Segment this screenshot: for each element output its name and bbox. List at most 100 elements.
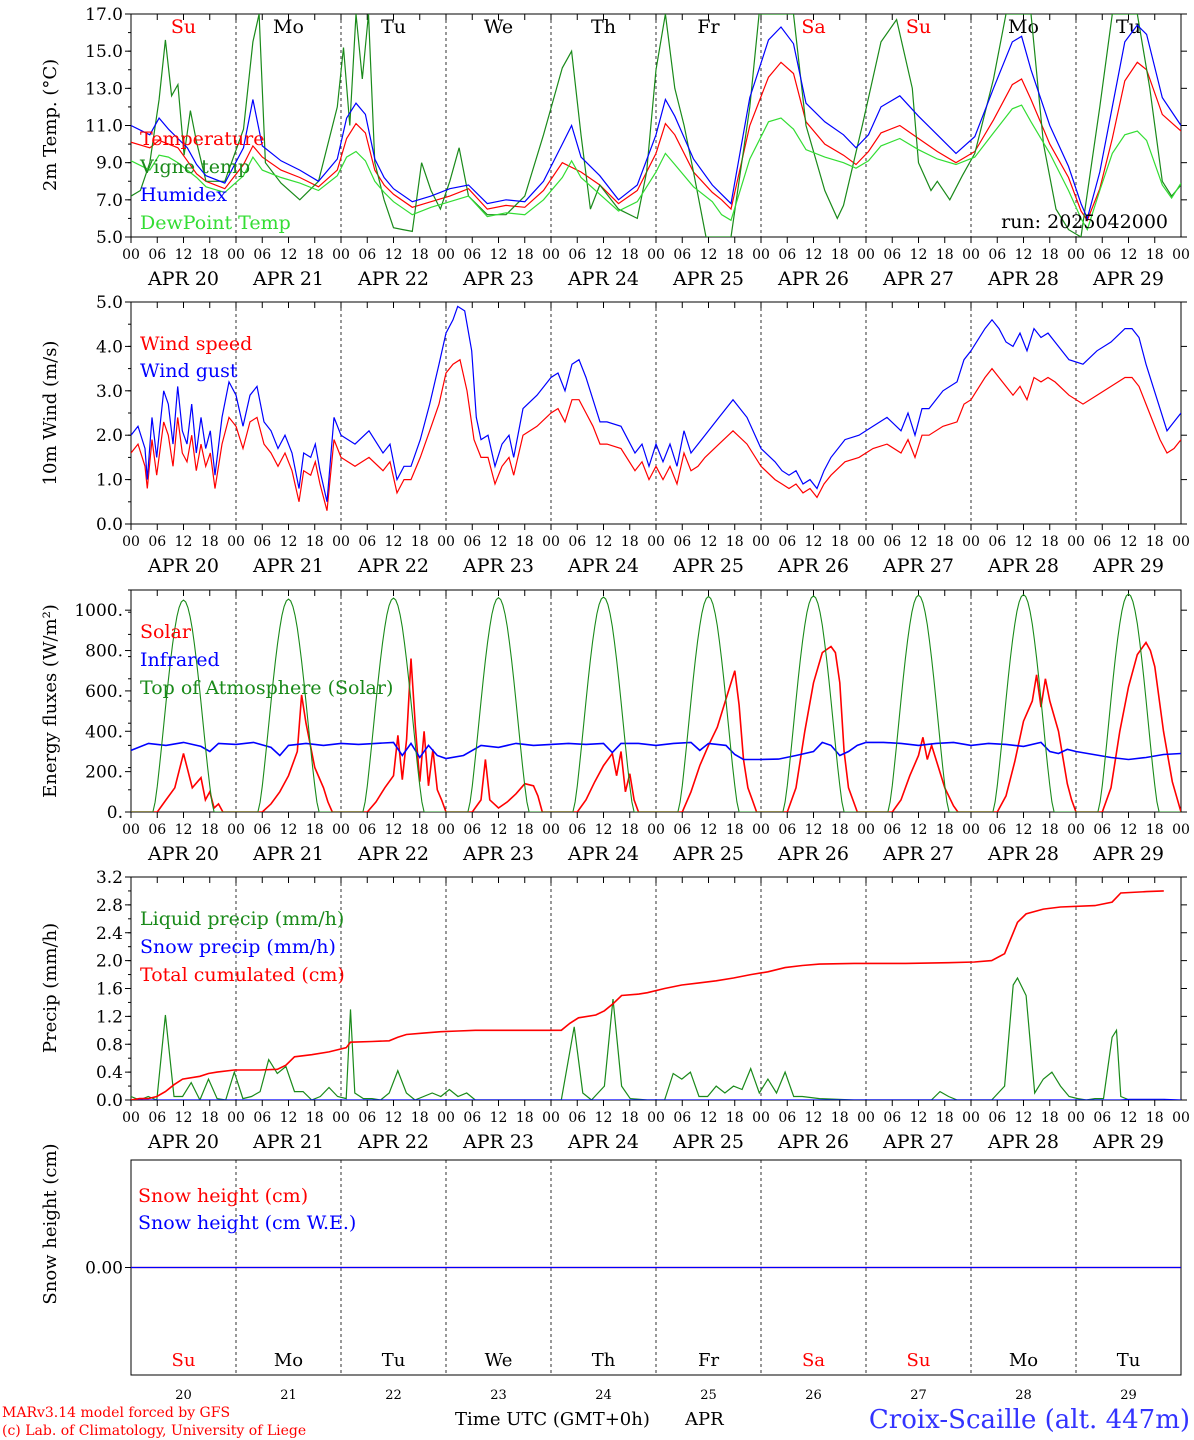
panel-precip: Precip (mm/h) 0.0 0.4 0.8 1.2 1.6 2.0 2.4 2.8 3.2… bbox=[40, 868, 1190, 1153]
x-hour-label: 18 bbox=[1041, 822, 1059, 838]
series-line-dewpoint-temp bbox=[131, 104, 1181, 232]
x-hour-label: 12 bbox=[490, 534, 508, 550]
x-hour-label: 00 bbox=[647, 822, 665, 838]
x-hour-label: 18 bbox=[726, 534, 744, 550]
series-line-infrared bbox=[131, 741, 1181, 761]
x-hour-label: 00 bbox=[752, 247, 770, 263]
x-hour-label: 12 bbox=[1015, 247, 1033, 263]
weekday-label: Tu bbox=[382, 1350, 406, 1371]
x-hour-label: 18 bbox=[201, 822, 219, 838]
y-tick-label: 2.4 bbox=[96, 924, 123, 944]
x-hour-label: 06 bbox=[358, 822, 376, 838]
x-hour-label: 18 bbox=[831, 1110, 849, 1126]
x-hour-label: 00 bbox=[437, 247, 455, 263]
x-hour-label: 00 bbox=[122, 247, 140, 263]
day-number-label: 24 bbox=[595, 1388, 612, 1403]
x-date-label: APR 22 bbox=[357, 268, 429, 290]
x-hour-label: 12 bbox=[595, 822, 613, 838]
x-date-label: APR 27 bbox=[882, 1131, 954, 1153]
x-hour-label: 06 bbox=[988, 247, 1006, 263]
x-hour-label: 18 bbox=[306, 822, 324, 838]
x-hour-label: 00 bbox=[962, 247, 980, 263]
x-hour-label: 12 bbox=[385, 247, 403, 263]
x-hour-label: 18 bbox=[1041, 1110, 1059, 1126]
x-hour-label: 06 bbox=[673, 247, 691, 263]
x-date-label: APR 27 bbox=[882, 843, 954, 865]
x-hour-label: 12 bbox=[280, 822, 298, 838]
day-number-label: 20 bbox=[175, 1388, 192, 1403]
x-hour-label: 00 bbox=[437, 534, 455, 550]
y-tick-label: 11.0 bbox=[85, 117, 123, 137]
weekday-label: Su bbox=[907, 1350, 931, 1371]
x-hour-label: 12 bbox=[595, 1110, 613, 1126]
x-hour-label: 18 bbox=[621, 534, 639, 550]
x-hour-label: 00 bbox=[962, 822, 980, 838]
x-date-label: APR 23 bbox=[462, 555, 534, 577]
weekday-label: Su bbox=[906, 16, 931, 38]
x-date-label: APR 20 bbox=[147, 1131, 219, 1153]
y-tick-label: 800. bbox=[85, 642, 123, 662]
x-axis-month: APR bbox=[684, 1409, 724, 1430]
series-line-liquid-precip-mm-h- bbox=[131, 976, 1164, 1100]
x-hour-label: 12 bbox=[175, 534, 193, 550]
y-tick-label: 200. bbox=[85, 763, 123, 783]
x-hour-label: 18 bbox=[831, 534, 849, 550]
x-hour-label: 00 bbox=[122, 1110, 140, 1126]
y-tick-label: 3.2 bbox=[96, 868, 123, 888]
x-date-label: APR 27 bbox=[882, 268, 954, 290]
weekday-label: We bbox=[485, 1350, 513, 1371]
x-hour-label: 12 bbox=[385, 822, 403, 838]
series-line-wind-speed bbox=[131, 358, 1181, 511]
x-hour-label: 06 bbox=[463, 534, 481, 550]
y-tick-label: 0.0 bbox=[96, 1091, 123, 1111]
x-hour-label: 12 bbox=[1120, 1110, 1138, 1126]
x-date-label: APR 29 bbox=[1092, 268, 1164, 290]
x-hour-label: 06 bbox=[463, 822, 481, 838]
x-hour-label: 00 bbox=[542, 247, 560, 263]
legend-label: Vigne temp bbox=[139, 156, 250, 178]
x-date-label: APR 20 bbox=[147, 555, 219, 577]
y-tick-label: 5.0 bbox=[96, 228, 123, 248]
x-date-label: APR 21 bbox=[252, 1131, 324, 1153]
x-hour-label: 18 bbox=[936, 534, 954, 550]
legend-label: Infrared bbox=[140, 649, 220, 671]
x-hour-label: 12 bbox=[280, 534, 298, 550]
x-hour-label: 00 bbox=[227, 1110, 245, 1126]
x-hour-label: 12 bbox=[385, 534, 403, 550]
x-date-label: APR 23 bbox=[462, 1131, 534, 1153]
x-hour-label: 06 bbox=[358, 247, 376, 263]
x-hour-label: 00 bbox=[227, 247, 245, 263]
y-axis-label: 10m Wind (m/s) bbox=[40, 341, 61, 486]
legend-label: Solar bbox=[140, 621, 192, 643]
y-tick-label: 0.8 bbox=[96, 1035, 123, 1055]
x-hour-label: 06 bbox=[673, 1110, 691, 1126]
x-hour-label: 00 bbox=[752, 534, 770, 550]
x-hour-label: 18 bbox=[621, 1110, 639, 1126]
weekday-label: Mo bbox=[274, 1350, 303, 1371]
y-tick-label: 9.0 bbox=[96, 154, 123, 174]
y-tick-label: 2.0 bbox=[96, 952, 123, 972]
x-hour-label: 06 bbox=[148, 1110, 166, 1126]
legend-label: Snow precip (mm/h) bbox=[140, 936, 336, 958]
x-date-label: APR 22 bbox=[357, 843, 429, 865]
x-date-label: APR 24 bbox=[567, 1131, 639, 1153]
x-hour-label: 12 bbox=[595, 247, 613, 263]
run-label: run: 2025042000 bbox=[1001, 211, 1168, 233]
x-hour-label: 00 bbox=[962, 534, 980, 550]
x-hour-label: 12 bbox=[700, 1110, 718, 1126]
x-date-label: APR 25 bbox=[672, 268, 744, 290]
x-date-label: APR 26 bbox=[777, 555, 849, 577]
x-hour-label: 12 bbox=[805, 1110, 823, 1126]
legend-label: Wind gust bbox=[140, 360, 238, 382]
y-tick-label: 0.00 bbox=[85, 1259, 123, 1279]
y-tick-label: 400. bbox=[85, 722, 123, 742]
x-hour-label: 18 bbox=[1146, 534, 1164, 550]
x-hour-label: 00 bbox=[962, 1110, 980, 1126]
y-tick-label: 1.6 bbox=[96, 980, 123, 1000]
weekday-label: Su bbox=[171, 16, 196, 38]
legend-label: Temperature bbox=[140, 128, 264, 150]
x-date-label: APR 21 bbox=[252, 555, 324, 577]
x-hour-label: 00 bbox=[857, 822, 875, 838]
x-date-label: APR 22 bbox=[357, 1131, 429, 1153]
